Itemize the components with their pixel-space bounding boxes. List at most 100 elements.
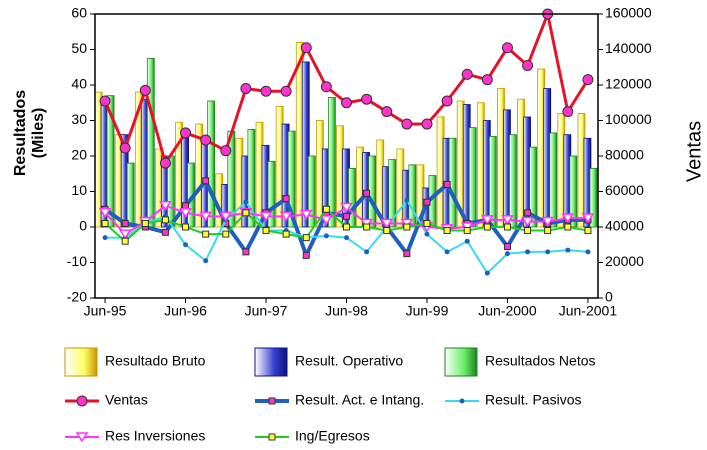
legend-marker	[268, 433, 276, 441]
y2-tick-label: 120000	[605, 76, 652, 92]
y-tick-label: 20	[71, 147, 87, 163]
y2-tick-label: 80000	[605, 147, 644, 163]
bar	[207, 100, 216, 228]
marker	[302, 251, 310, 259]
marker	[262, 227, 270, 235]
legend-marker	[459, 398, 465, 404]
marker	[222, 230, 230, 238]
marker	[403, 223, 411, 231]
marker	[101, 219, 109, 227]
marker	[503, 243, 511, 251]
marker	[464, 238, 470, 244]
marker	[300, 42, 312, 54]
marker	[179, 208, 192, 219]
marker	[159, 200, 172, 212]
marker	[182, 223, 190, 231]
bar	[307, 155, 316, 228]
marker	[443, 227, 451, 235]
x-tick-label: Jun-2001	[559, 303, 618, 319]
y-axis-title-text: Resultados (Miles)	[12, 89, 47, 177]
y-tick-label: 50	[71, 40, 87, 56]
marker	[363, 189, 371, 197]
marker	[161, 228, 169, 236]
marker	[260, 85, 272, 97]
y-tick-label: -10	[67, 253, 87, 269]
marker	[564, 223, 572, 231]
marker	[200, 134, 212, 146]
marker	[545, 249, 551, 255]
bar	[509, 134, 517, 228]
marker	[525, 249, 531, 255]
marker	[279, 211, 293, 222]
marker	[202, 177, 210, 185]
marker	[565, 247, 571, 253]
marker	[443, 180, 451, 188]
y-tick-label: 0	[79, 218, 87, 234]
y-tick-label: -20	[67, 289, 87, 305]
y-tick-label: 10	[71, 182, 87, 198]
marker	[240, 83, 252, 95]
y-tick-label: 30	[71, 111, 87, 127]
marker	[460, 222, 474, 233]
marker	[380, 218, 394, 229]
x-tick-label: Jun-96	[164, 303, 207, 319]
y2-tick-label: 60000	[605, 182, 644, 198]
marker	[183, 242, 189, 248]
marker	[320, 81, 332, 93]
y2-tick-label: 160000	[605, 5, 652, 21]
legend-label: Ing/Egresos	[295, 428, 370, 444]
legend-label: Result. Act. e Intang.	[295, 392, 424, 408]
y-tick-label: 60	[71, 5, 87, 21]
marker	[302, 234, 310, 242]
marker	[423, 219, 431, 227]
y-axis-title: Resultados (Miles)	[12, 68, 48, 198]
marker	[383, 227, 391, 235]
marker	[404, 197, 410, 203]
marker	[340, 202, 353, 213]
marker	[503, 223, 511, 231]
marker	[98, 208, 112, 219]
marker	[522, 59, 534, 71]
marker	[141, 219, 149, 227]
bar	[529, 146, 537, 228]
bar	[408, 164, 417, 228]
legend-marker	[76, 395, 88, 407]
marker	[282, 195, 290, 203]
marker	[119, 142, 131, 154]
marker	[118, 229, 132, 240]
marker	[501, 215, 514, 226]
x-tick-label: Jun-2000	[478, 303, 537, 319]
legend-label: Resultados Netos	[485, 353, 596, 369]
x-tick-label: Jun-99	[406, 303, 449, 319]
marker	[121, 219, 129, 227]
bar	[287, 130, 296, 228]
marker	[219, 211, 233, 222]
legend-label: Ventas	[105, 392, 148, 408]
marker	[320, 215, 333, 226]
plot-frame	[94, 13, 599, 299]
marker	[441, 95, 453, 107]
marker	[220, 145, 232, 157]
marker	[199, 211, 213, 222]
y2-tick-label: 140000	[605, 40, 652, 56]
marker	[521, 216, 534, 228]
legend-swatch	[254, 347, 288, 377]
marker	[423, 198, 431, 206]
marker	[582, 74, 594, 86]
marker	[161, 216, 169, 224]
bar	[589, 168, 598, 228]
marker	[259, 211, 273, 222]
marker	[360, 218, 373, 229]
y2-tick-label: 20000	[605, 253, 644, 269]
bar	[549, 132, 558, 228]
marker	[504, 251, 510, 257]
bar	[488, 136, 497, 228]
marker	[361, 93, 373, 105]
marker	[282, 230, 290, 238]
marker	[139, 84, 151, 96]
marker	[524, 209, 532, 217]
marker	[299, 209, 313, 220]
marker	[203, 258, 209, 264]
bar	[468, 127, 477, 228]
